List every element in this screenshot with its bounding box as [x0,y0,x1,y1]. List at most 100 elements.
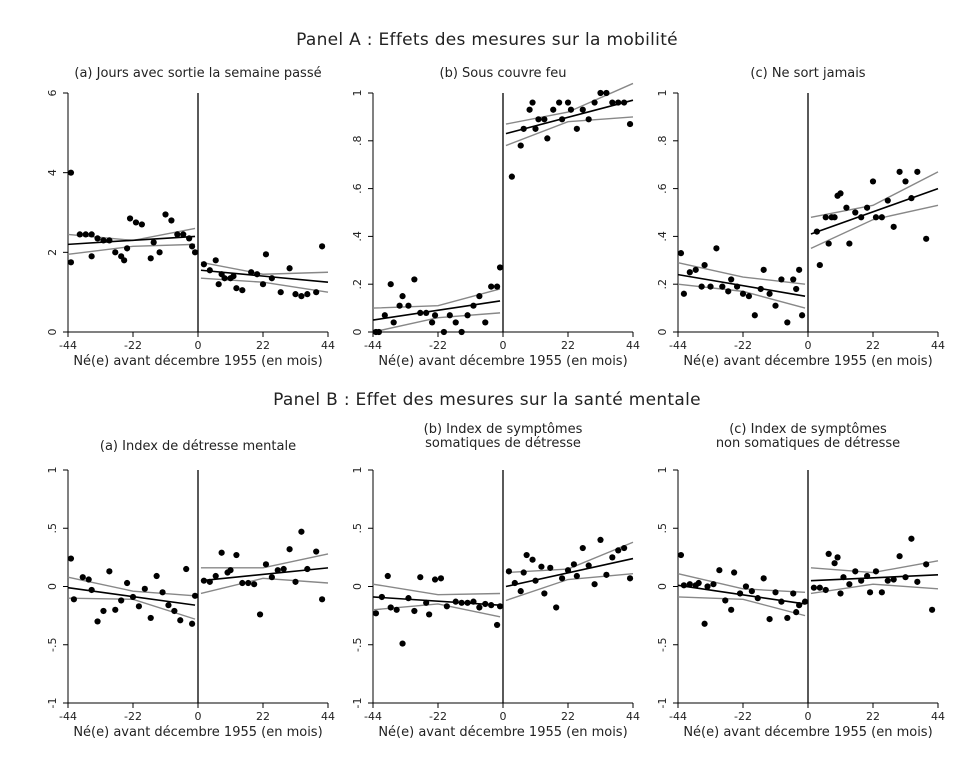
chart-A_c-point [831,214,838,221]
chart-B_a-x-label: Né(e) avant décembre 1955 (en mois) [73,725,322,740]
chart-A_a-point [248,269,255,276]
chart-B_b-ci-upper-left [372,583,501,596]
chart-A_b-y-tick-label: 1 [351,90,364,97]
chart-A_c-point [843,204,850,211]
chart-A_b-point [609,99,616,106]
chart-B_c-point [731,569,738,576]
chart-A_c-point [766,290,773,297]
chart-B_c-point [695,579,702,587]
chart-A_b-x-tick-label: -22 [429,339,447,352]
chart-B_c-point [772,589,779,596]
chart-B_a-point [313,548,320,555]
chart-B_c-point [923,561,930,568]
chart-B_a-x-tick-label: 0 [195,710,202,723]
panel-b-title: Panel B : Effet des mesures sur la santé… [273,390,701,410]
chart-A_a-point [138,221,145,228]
chart-B_b-point [423,599,430,606]
chart-A_b-point [585,116,592,123]
chart-A_c-point [680,290,688,297]
chart-B_a-point [304,565,311,573]
chart-B_a-point [85,576,92,583]
chart-B_a-point [218,549,225,556]
chart-A_c-x-tick-label: 44 [931,339,945,352]
chart-A_c-point [725,288,732,295]
chart-B_b-point [609,554,616,561]
chart-A_c-point [923,235,930,242]
chart-A_a-point [206,267,213,274]
chart-B_a-point [206,578,213,585]
chart-A_c-point [692,266,699,273]
chart-A_c-point [757,285,764,293]
chart-A_c-point [872,214,880,221]
chart-B_a-y-tick-label: 0 [46,583,59,590]
chart-A_b-point [532,125,539,132]
chart-B_c-title-line-1: (c) Index de symptômes [729,422,887,437]
chart-B_b-point [488,602,495,609]
chart-B_a-point [251,581,258,588]
chart-A_b-point [603,89,610,97]
chart-B_c-point [834,554,841,561]
chart-B_c-point [701,620,708,627]
chart-A_a-point [88,231,95,238]
chart-B_c-point [872,568,880,575]
chart-A_c-point [728,276,735,283]
chart-B_a-point [188,620,196,627]
chart-A_a-point [191,249,199,256]
chart-B_c-ci-upper-right [810,560,939,574]
chart-B_b-point [431,576,439,583]
chart-A_c-y-tick-label: .2 [656,279,669,290]
chart-B_a-point [94,618,101,625]
chart-A_b-point [517,142,524,149]
chart-B_a-point [153,572,160,580]
chart-A_b-ci-upper-right [505,82,634,125]
chart-B_b-point [493,621,501,629]
chart-A_b-x-tick-label: 0 [500,339,507,352]
chart-B_a-point [67,555,75,562]
chart-B_c-x-tick-label: 0 [805,710,812,723]
chart-A_b-point [496,264,504,271]
chart-B_c-x-label: Né(e) avant décembre 1955 (en mois) [683,725,932,740]
chart-A_b-x-tick-label: 22 [561,339,575,352]
chart-B_a-point [100,607,107,615]
chart-B_b-point [541,590,548,597]
chart-A_a-point [268,275,275,282]
chart-A_a-point [123,245,131,252]
chart-A_a-point [200,261,208,268]
chart-A_a-point [230,273,237,280]
chart-B_b-point [505,568,513,575]
chart-A_b-point [428,319,436,326]
chart-B_a-point [268,574,275,581]
chart-B_c-point [858,577,865,584]
chart-B-a: (a) Index de détresse mentale -1 -.5 0 .5 1 -4… [46,439,335,740]
chart-B_b-point [538,563,545,570]
chart-B_b-ci-lower-right [505,572,634,602]
chart-B_a-point [123,579,131,587]
chart-A_b-y-tick-label: .4 [351,231,364,242]
chart-B_c-point [754,595,761,602]
chart-A_c-point [677,250,685,257]
chart-B_c-ci-upper-left [677,573,806,594]
chart-B_b-point [387,604,394,611]
chart-A_a-point [298,293,305,300]
chart-A_c-point [772,302,779,309]
chart-B_a-x-tick-label: 22 [256,710,270,723]
chart-A_b-point [476,293,483,300]
chart-A_b-point [446,312,453,319]
chart-B_b-point [570,561,578,568]
chart-A_a-point [132,219,140,226]
chart-B_b-point [443,603,450,610]
chart-A_b-point [417,309,424,316]
chart-A_b-point [526,106,533,113]
chart-B_c-point [677,551,685,559]
chart-B_b-point [564,567,572,574]
chart-B_a-point [88,586,95,594]
chart-B_c-y-tick-label: -1 [656,698,669,709]
chart-B_c-point [784,614,791,622]
chart-A_a-point [168,217,175,224]
chart-A_a-point [292,291,299,298]
chart-B_a-point [106,568,113,575]
chart-A_c-point [858,214,865,221]
chart-A_a-point [233,285,240,292]
